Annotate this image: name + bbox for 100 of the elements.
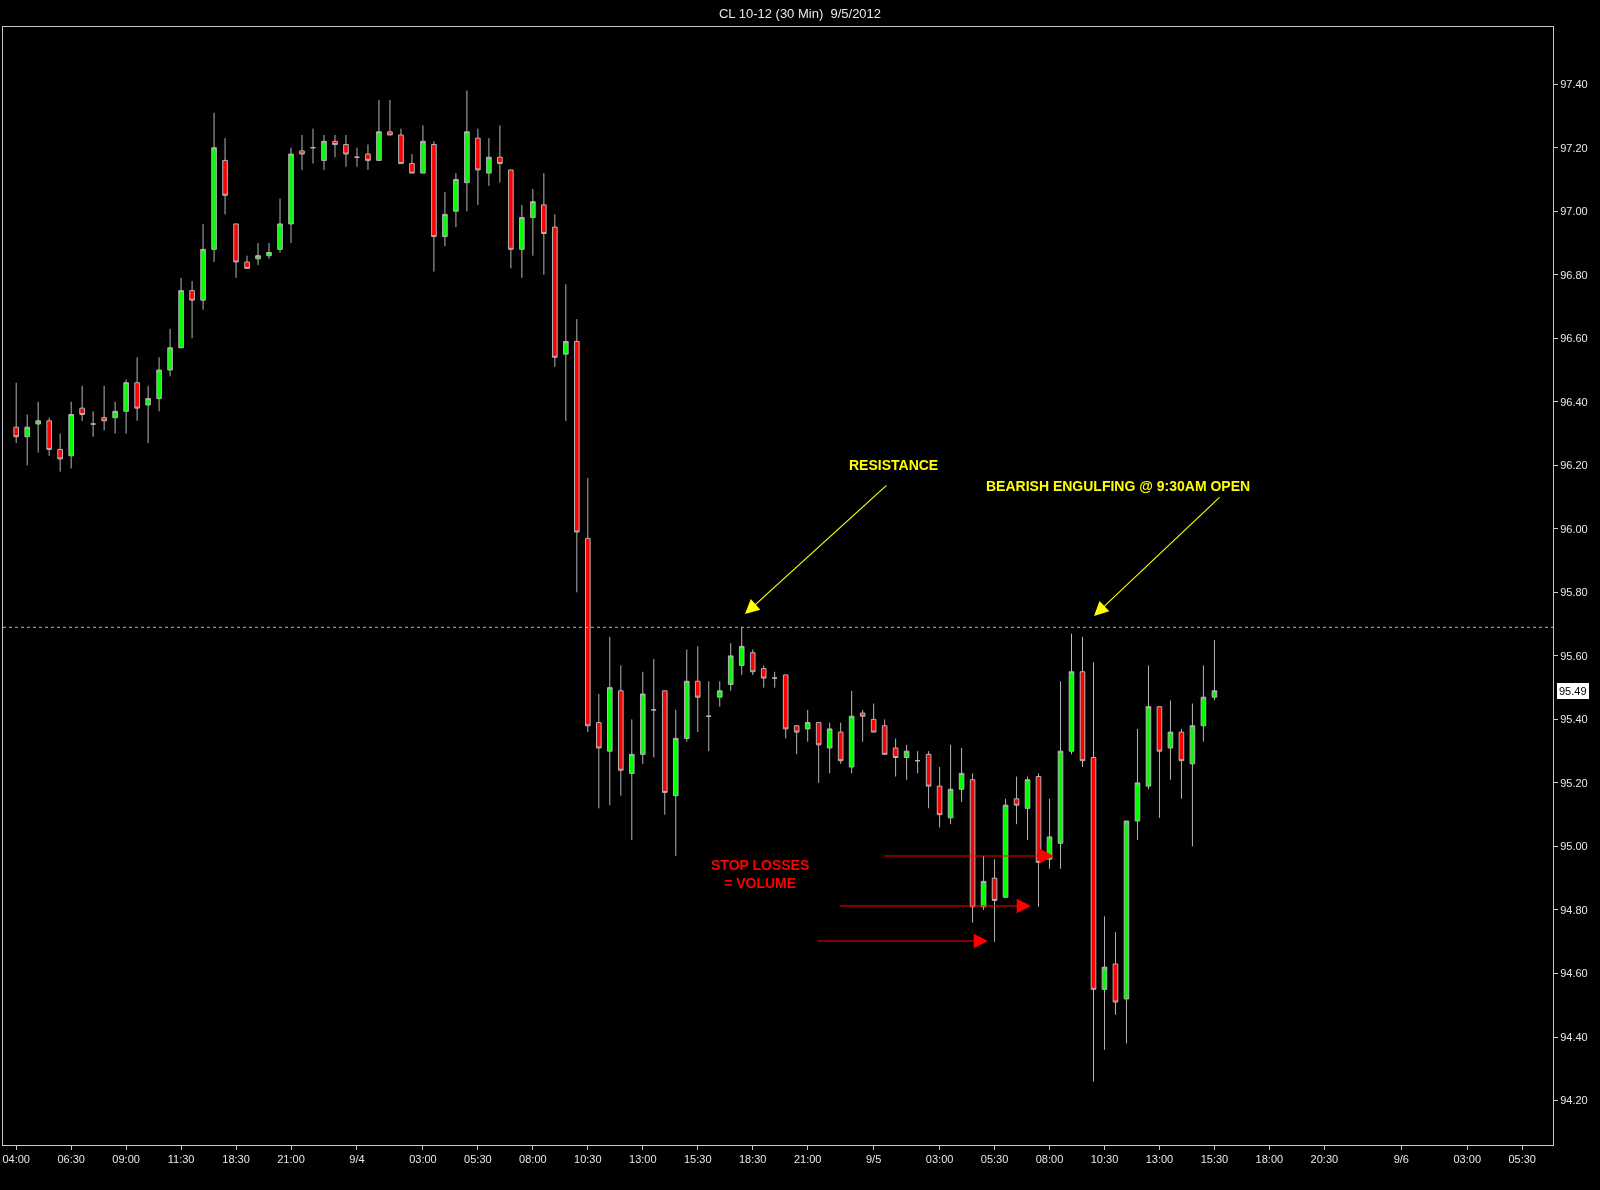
candlestick	[1211, 639, 1218, 701]
candlestick	[178, 277, 184, 349]
candlestick	[607, 636, 613, 806]
candlestick	[145, 385, 151, 444]
text: 95.49	[1559, 685, 1587, 697]
y-tick-label: 95.60	[1560, 649, 1588, 662]
candlestick	[585, 477, 591, 733]
y-tick-label: 95.80	[1560, 586, 1588, 599]
y-tick-label: 94.60	[1560, 967, 1588, 980]
candlestick	[453, 172, 459, 228]
candlestick	[244, 255, 250, 269]
candlestick	[68, 401, 74, 469]
candlestick	[1024, 776, 1031, 841]
candlestick	[277, 198, 283, 254]
candlestick	[749, 649, 756, 676]
candlestick	[837, 722, 844, 765]
candlestick	[343, 134, 349, 168]
candlestick	[332, 134, 338, 158]
y-tick-label: 97.20	[1560, 141, 1588, 154]
candlestick	[552, 213, 558, 368]
x-tick-label: 9/5	[865, 1153, 882, 1166]
candlestick	[716, 680, 723, 708]
annotation: STOP LOSSES = VOLUME	[711, 857, 810, 892]
candlestick	[650, 658, 657, 759]
y-tick-label: 97.40	[1560, 78, 1588, 91]
y-tick-label: 96.00	[1560, 522, 1588, 535]
candlestick	[365, 144, 371, 171]
candlestick	[134, 356, 140, 422]
candlestick	[914, 750, 921, 774]
annotation: BEARISH ENGULFING @ 9:30AM OPEN	[986, 478, 1251, 494]
candlestick	[13, 382, 19, 444]
x-tick-label: 13:00	[1145, 1153, 1174, 1166]
x-tick-label: 20:30	[1310, 1153, 1339, 1166]
candlestick	[200, 223, 206, 311]
candlestick	[310, 128, 316, 165]
candlestick	[398, 128, 404, 165]
y-tick-label: 95.00	[1560, 840, 1588, 853]
candlestick	[255, 242, 261, 266]
annotation: RESISTANCE	[849, 457, 939, 473]
candlestick	[859, 709, 866, 743]
candlestick	[782, 674, 789, 739]
candlestick	[639, 671, 646, 765]
x-tick-label: 9/4	[349, 1153, 365, 1166]
candlestick	[563, 283, 569, 422]
candlestick	[705, 680, 712, 752]
x-tick-label: 21:00	[793, 1153, 822, 1166]
candlestick	[870, 703, 877, 733]
candlestick	[1079, 636, 1086, 768]
candlestick	[189, 280, 195, 339]
x-tick-label: 15:30	[683, 1153, 712, 1166]
candlestick	[683, 649, 690, 743]
candlestick	[661, 690, 668, 816]
candlestick	[596, 693, 602, 809]
candlestick	[90, 410, 96, 438]
candlestick	[387, 99, 393, 136]
candlestick	[46, 417, 52, 457]
candlestick	[1013, 776, 1020, 825]
candlestick	[903, 744, 910, 781]
x-tick-label: 05:30	[1508, 1153, 1536, 1166]
x-tick-label: 18:30	[738, 1153, 767, 1166]
candlestick	[475, 128, 481, 206]
candlestick	[826, 722, 833, 774]
y-tick-label: 94.40	[1560, 1030, 1588, 1043]
x-tick-label: 09:00	[112, 1153, 140, 1166]
candlestick	[793, 725, 800, 755]
candlestick	[694, 645, 701, 733]
y-tick-label: 94.80	[1560, 903, 1588, 916]
x-tick-label: 18:30	[222, 1153, 250, 1166]
candlestick	[617, 664, 624, 797]
candlestick	[1068, 633, 1075, 755]
candlestick	[760, 664, 767, 689]
x-tick-label: 05:30	[464, 1153, 492, 1166]
x-tick-label: 10:30	[574, 1153, 602, 1166]
x-tick-label: 04:00	[2, 1153, 30, 1166]
y-tick-label: 95.40	[1560, 713, 1588, 726]
candlestick	[771, 671, 778, 689]
chart-title: CL 10-12 (30 Min) 9/5/2012	[718, 5, 882, 21]
candlestick	[442, 191, 448, 247]
candlestick	[486, 137, 492, 187]
x-tick-label: 21:00	[277, 1153, 305, 1166]
candlestick	[409, 153, 415, 174]
candlestick	[123, 379, 129, 435]
candlestick	[420, 124, 426, 174]
candlestick	[1112, 931, 1119, 1016]
candlestick	[288, 147, 294, 244]
candlestick	[947, 744, 954, 825]
y-tick-label: 96.20	[1560, 459, 1588, 472]
candlestick	[1134, 728, 1141, 841]
x-tick-label: 03:00	[409, 1153, 437, 1166]
x-tick-label: 03:00	[1453, 1153, 1482, 1166]
candlestick	[1189, 703, 1196, 847]
x-tick-label: 08:00	[519, 1153, 547, 1166]
y-tick-label: 95.20	[1560, 776, 1588, 789]
candlestick	[727, 642, 734, 692]
candlestick	[1123, 820, 1130, 1044]
candlestick	[848, 690, 855, 774]
candlestick	[508, 169, 514, 269]
candlestick	[1101, 915, 1108, 1051]
candlestick	[530, 188, 536, 257]
candlestick	[167, 328, 173, 377]
